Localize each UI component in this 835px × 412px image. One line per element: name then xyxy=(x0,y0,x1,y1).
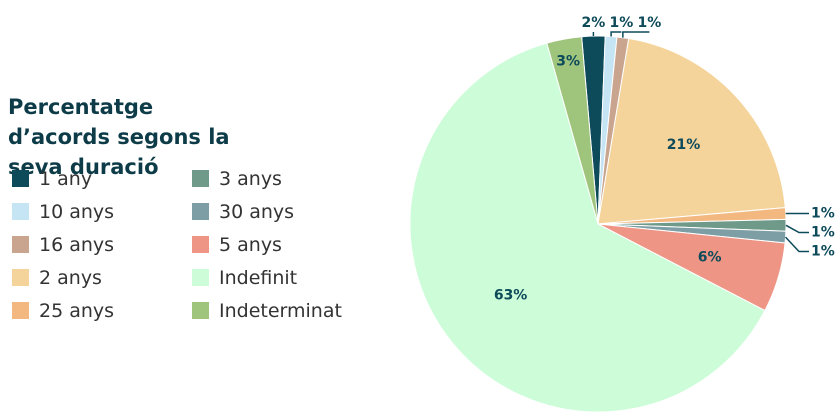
legend-label: Indeterminat xyxy=(219,299,342,322)
legend-swatch xyxy=(192,203,209,220)
data-label: 63% xyxy=(494,287,528,303)
data-label: 21% xyxy=(667,137,701,153)
legend-label: 5 anys xyxy=(219,233,282,256)
legend-swatch xyxy=(12,203,29,220)
legend-item: 30 anys xyxy=(192,195,372,228)
legend-item: 2 anys xyxy=(12,261,192,294)
leader-line xyxy=(785,224,809,234)
legend-item: 25 anys xyxy=(12,294,192,327)
legend-label: 16 anys xyxy=(39,233,115,256)
legend-item: Indeterminat xyxy=(192,294,372,327)
data-label: 1% xyxy=(610,15,634,31)
legend-item: 16 anys xyxy=(12,228,192,261)
legend-item: 1 any xyxy=(12,162,192,195)
data-label: 1% xyxy=(638,15,662,31)
data-label: 1% xyxy=(811,244,835,260)
legend-item: 3 anys xyxy=(192,162,372,195)
legend-label: 10 anys xyxy=(39,200,115,223)
legend-label: 30 anys xyxy=(219,200,295,223)
leader-line xyxy=(622,31,650,38)
legend-swatch xyxy=(192,170,209,187)
legend-swatch xyxy=(192,302,209,319)
data-label: 1% xyxy=(811,225,835,241)
legend-label: 25 anys xyxy=(39,299,115,322)
leader-line xyxy=(784,236,809,253)
legend-swatch xyxy=(12,302,29,319)
legend-label: 3 anys xyxy=(219,167,282,190)
data-label: 2% xyxy=(582,15,606,31)
legend-item: 5 anys xyxy=(192,228,372,261)
data-label: 1% xyxy=(811,206,835,222)
pie-slice xyxy=(409,42,766,412)
legend-swatch xyxy=(12,170,29,187)
legend: 1 any 10 anys 16 anys 2 anys 25 anys 3 anys 30… xyxy=(12,162,372,327)
chart-title: Percentatge d’acords segons la seva dura… xyxy=(8,95,230,179)
legend-item: 10 anys xyxy=(12,195,192,228)
legend-label: Indefinit xyxy=(219,266,298,289)
pie-slice xyxy=(546,36,599,225)
legend-item: Indefinit xyxy=(192,261,372,294)
legend-swatch xyxy=(192,236,209,253)
legend-swatch xyxy=(12,236,29,253)
data-label: 6% xyxy=(698,249,722,265)
pie-slice xyxy=(597,37,786,225)
data-label: 3% xyxy=(556,53,580,69)
legend-label: 1 any xyxy=(39,167,93,190)
legend-label: 2 anys xyxy=(39,266,102,289)
leader-line xyxy=(610,31,622,37)
legend-swatch xyxy=(12,269,29,286)
legend-swatch xyxy=(192,269,209,286)
